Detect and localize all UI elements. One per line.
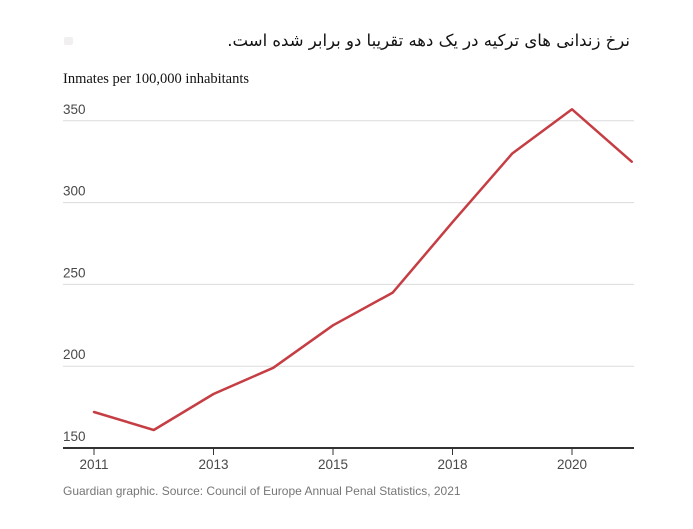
chart-y-axis-unit-label: Inmates per 100,000 inhabitants	[63, 71, 250, 87]
faint-watermark-artifact	[64, 37, 73, 45]
x-tick-label-2011: 2011	[79, 457, 108, 472]
y-tick-label-350: 350	[63, 102, 86, 117]
x-tick-label-2020: 2020	[557, 457, 587, 472]
y-tick-label-300: 300	[63, 184, 86, 199]
x-tick-label-2015: 2015	[318, 457, 348, 472]
y-tick-label-250: 250	[63, 265, 86, 280]
data-line-turkey-inmate-rate	[92, 108, 633, 432]
x-tick-label-2018: 2018	[437, 457, 467, 472]
y-tick-label-150: 150	[63, 429, 86, 444]
chart-title: نرخ زندانی های ترکیه در یک دهه تقریبا دو…	[227, 31, 630, 50]
chart-source-attribution: Guardian graphic. Source: Council of Eur…	[63, 484, 461, 498]
x-tick-label-2013: 2013	[198, 457, 228, 472]
y-tick-label-200: 200	[63, 347, 86, 362]
